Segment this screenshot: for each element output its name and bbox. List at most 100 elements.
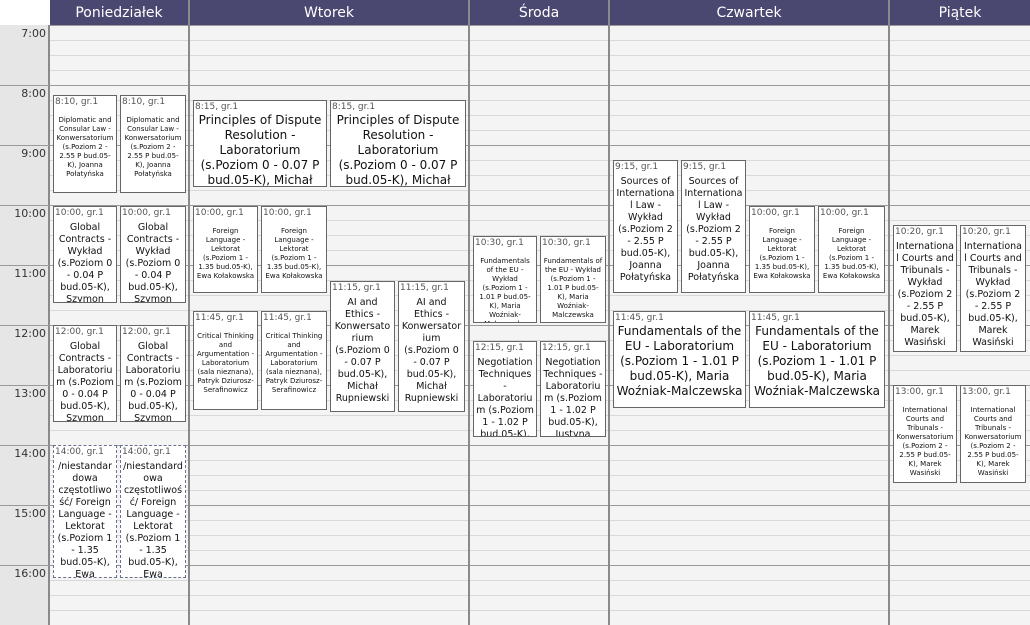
event-card[interactable]: 12:15, gr.1 Negotiation Techniques - Labo… xyxy=(473,341,537,437)
event-time-group: 11:45, gr.1 xyxy=(195,313,244,323)
event-time-group: 10:30, gr.1 xyxy=(542,238,591,248)
event-time-group: 12:15, gr.1 xyxy=(475,343,524,353)
hour-label: 11:00 xyxy=(14,267,46,280)
event-card[interactable]: 12:00, gr.1 Global Contracts - Laboratori… xyxy=(120,325,186,422)
hour-label: 15:00 xyxy=(14,507,46,520)
event-description: Fundamentals of the EU - Wykład (s.Pozio… xyxy=(543,257,603,319)
event-card[interactable]: 12:15, gr.1 Negotiation Techniques - Labo… xyxy=(540,341,606,437)
event-description: Foreign Language - Lektorat (s.Poziom 1 … xyxy=(822,227,881,280)
event-card[interactable]: 10:00, gr.1 Foreign Language - Lektorat (… xyxy=(818,206,885,293)
day-column-wednesday xyxy=(470,25,610,625)
event-description: Fundamentals of the EU - Laboratorium (s… xyxy=(754,324,880,398)
event-time-group: 10:00, gr.1 xyxy=(195,208,244,218)
event-card[interactable]: 11:45, gr.1 Fundamentals of the EU - Labo… xyxy=(749,311,885,408)
event-card[interactable]: 11:15, gr.1 AI and Ethics - Konwersatoriu… xyxy=(398,281,465,412)
event-time-group: 8:15, gr.1 xyxy=(332,102,376,112)
event-description: AI and Ethics - Konwersatorium (s.Poziom… xyxy=(401,297,462,404)
event-time-group: 10:30, gr.1 xyxy=(475,238,524,248)
event-description: Foreign Language - Lektorat (s.Poziom 1 … xyxy=(196,227,255,280)
event-card[interactable]: 10:00, gr.1 Global Contracts - Wykład (s.… xyxy=(120,206,186,303)
event-time-group: 8:10, gr.1 xyxy=(122,97,166,107)
event-card[interactable]: 8:10, gr.1 Diplomatic and Consular Law - … xyxy=(53,95,117,193)
event-card[interactable]: 9:15, gr.1 Sources of International Law -… xyxy=(613,160,678,293)
event-card[interactable]: 10:30, gr.1 Fundamentals of the EU - Wykł… xyxy=(473,236,537,323)
event-description: AI and Ethics - Konwersatorium (s.Poziom… xyxy=(334,297,391,404)
event-card[interactable]: 10:20, gr.1 International Courts and Trib… xyxy=(893,225,957,352)
event-description: International Courts and Tribunals - Wyk… xyxy=(896,241,954,348)
hour-label: 10:00 xyxy=(14,207,46,220)
hour-divider xyxy=(0,265,50,266)
time-column: 7:00 8:00 9:00 10:00 11:00 12:00 13:00 14:00 15:… xyxy=(0,25,50,625)
hour-divider xyxy=(0,85,50,86)
event-description: Fundamentals of the EU - Wykład (s.Pozio… xyxy=(479,257,531,322)
hour-divider xyxy=(0,385,50,386)
event-card[interactable]: 11:45, gr.1 Critical Thinking and Argumen… xyxy=(261,311,327,410)
event-description: International Courts and Tribunals - Kon… xyxy=(964,406,1022,477)
event-description: Critical Thinking and Argumentation - La… xyxy=(265,332,323,394)
event-card[interactable]: 8:15, gr.1 Principles of Dispute Resoluti… xyxy=(330,100,466,187)
hour-label: 12:00 xyxy=(14,327,46,340)
event-card[interactable]: 11:45, gr.1 Fundamentals of the EU - Labo… xyxy=(613,311,746,408)
event-card[interactable]: 14:00, gr.1/niestandardowa częstotliwość… xyxy=(53,445,117,578)
event-time-group: 10:00, gr.1 xyxy=(820,208,869,218)
event-description: Sources of International Law - Wykład (s… xyxy=(616,176,675,283)
event-description: Negotiation Techniques - Laboratorium (s… xyxy=(476,357,534,437)
event-card[interactable]: 14:00, gr.1/niestandardowa częstotliwość… xyxy=(120,445,186,578)
event-description: Principles of Dispute Resolution - Labor… xyxy=(336,113,460,187)
hour-divider xyxy=(0,205,50,206)
day-header-wednesday: Środa xyxy=(470,0,610,25)
event-time-group: 10:00, gr.1 xyxy=(55,208,104,218)
event-description: Global Contracts - Laboratorium (s.Pozio… xyxy=(124,341,182,422)
event-time-group: 10:00, gr.1 xyxy=(263,208,312,218)
event-description: Sources of International Law - Wykład (s… xyxy=(684,176,743,283)
event-time-group: 11:45, gr.1 xyxy=(751,313,800,323)
event-description: Foreign Language - Lektorat (s.Poziom 1 … xyxy=(265,227,323,280)
event-description: Global Contracts - Wykład (s.Poziom 0 - … xyxy=(57,222,113,303)
event-time-group: 11:15, gr.1 xyxy=(400,283,449,293)
event-time-group: 8:15, gr.1 xyxy=(195,102,239,112)
event-time-group: 13:00, gr.1 xyxy=(962,387,1011,397)
event-description: Negotiation Techniques - Laboratorium (s… xyxy=(543,357,603,437)
hour-divider xyxy=(0,505,50,506)
event-card[interactable]: 12:00, gr.1 Global Contracts - Laboratori… xyxy=(53,325,117,422)
event-description: Diplomatic and Consular Law - Konwersato… xyxy=(124,116,182,178)
event-card[interactable]: 13:00, gr.1 International Courts and Trib… xyxy=(893,385,957,483)
hour-label: 14:00 xyxy=(14,447,46,460)
hour-label: 7:00 xyxy=(21,27,46,40)
event-time-group: 10:20, gr.1 xyxy=(895,227,944,237)
event-card[interactable]: 10:20, gr.1 International Courts and Trib… xyxy=(960,225,1026,352)
event-description: Foreign Language - Lektorat (s.Poziom 1 … xyxy=(753,227,811,280)
event-description: Fundamentals of the EU - Laboratorium (s… xyxy=(616,324,743,398)
event-card[interactable]: 10:00, gr.1 Foreign Language - Lektorat (… xyxy=(749,206,815,293)
hour-divider xyxy=(0,325,50,326)
event-card[interactable]: 10:00, gr.1 Foreign Language - Lektorat (… xyxy=(261,206,327,293)
event-card[interactable]: 9:15, gr.1 Sources of International Law -… xyxy=(681,160,746,293)
hour-divider xyxy=(0,145,50,146)
event-card[interactable]: 10:00, gr.1 Global Contracts - Wykład (s.… xyxy=(53,206,117,303)
event-card[interactable]: 11:45, gr.1 Critical Thinking and Argumen… xyxy=(193,311,258,410)
event-time-group: 12:15, gr.1 xyxy=(542,343,591,353)
event-time-group: 11:45, gr.1 xyxy=(615,313,664,323)
event-card[interactable]: 10:30, gr.1 Fundamentals of the EU - Wykł… xyxy=(540,236,606,323)
hour-label: 9:00 xyxy=(21,147,46,160)
event-time-group: 12:00, gr.1 xyxy=(55,327,104,337)
event-time-group: 11:15, gr.1 xyxy=(332,283,381,293)
event-time-group: 14:00, gr.1 xyxy=(122,447,171,457)
event-card[interactable]: 10:00, gr.1 Foreign Language - Lektorat (… xyxy=(193,206,258,293)
hour-divider xyxy=(0,445,50,446)
event-time-group: 9:15, gr.1 xyxy=(615,162,659,172)
event-description: Global Contracts - Laboratorium (s.Pozio… xyxy=(56,341,114,422)
event-card[interactable]: 13:00, gr.1 International Courts and Trib… xyxy=(960,385,1026,483)
event-card[interactable]: 8:15, gr.1 Principles of Dispute Resoluti… xyxy=(193,100,327,187)
event-card[interactable]: 11:15, gr.1 AI and Ethics - Konwersatoriu… xyxy=(330,281,395,412)
event-time-group: 10:20, gr.1 xyxy=(962,227,1011,237)
event-description: /niestandardowa częstotliwość/ Foreign L… xyxy=(123,461,183,578)
event-card[interactable]: 8:10, gr.1 Diplomatic and Consular Law - … xyxy=(120,95,186,193)
day-header-monday: Poniedziałek xyxy=(50,0,190,25)
event-time-group: 10:00, gr.1 xyxy=(122,208,171,218)
event-description: International Courts and Tribunals - Kon… xyxy=(896,406,954,477)
event-time-group: 12:00, gr.1 xyxy=(122,327,171,337)
hour-label: 8:00 xyxy=(21,87,46,100)
hour-divider xyxy=(0,565,50,566)
header-corner xyxy=(0,0,50,25)
